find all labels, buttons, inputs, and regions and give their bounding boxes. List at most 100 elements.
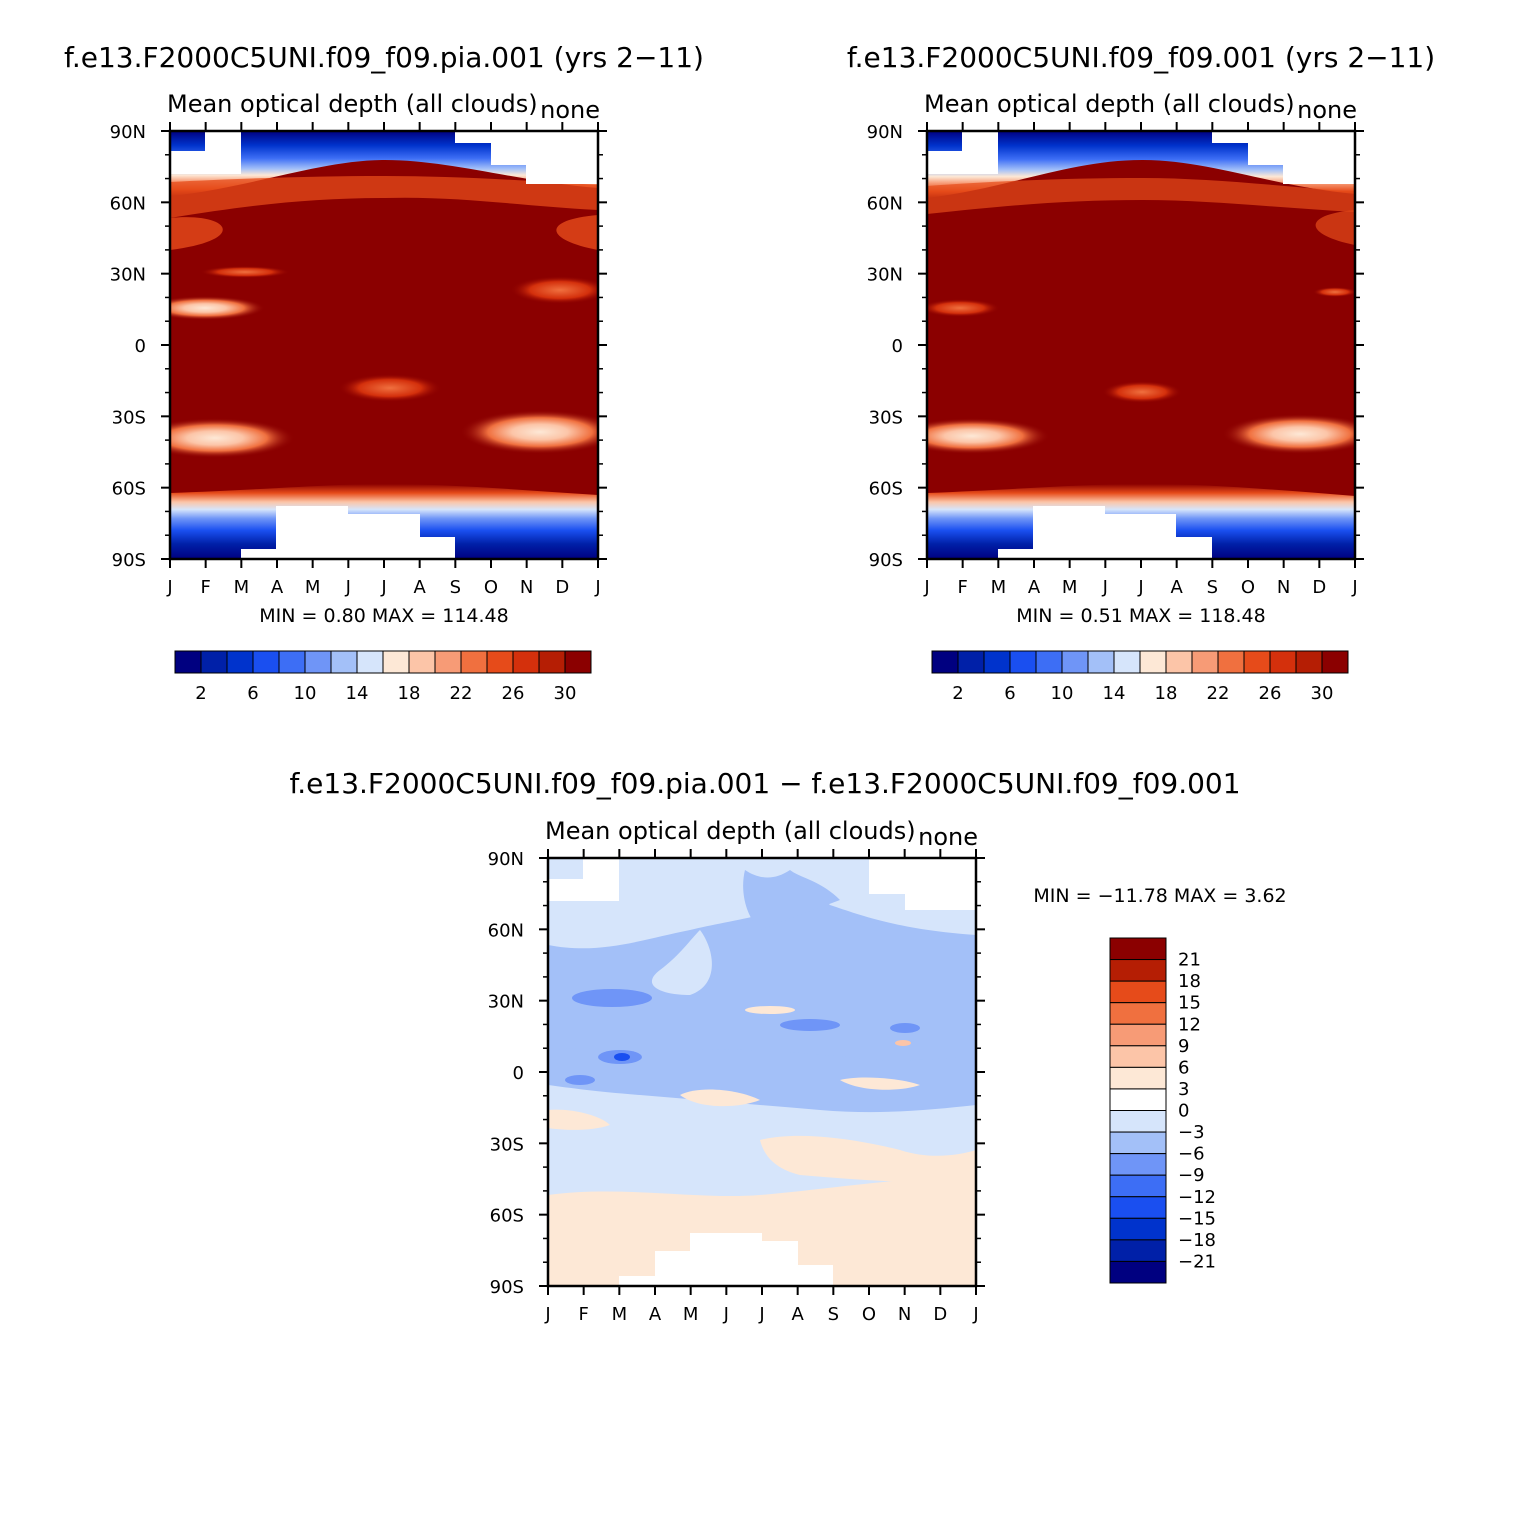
panel-a-colorbar-box <box>304 650 332 674</box>
panel-c-colorbar-box <box>1109 1110 1167 1133</box>
panel-c-colorbar-box <box>1109 980 1167 1004</box>
panel-a-colorbar-label: 2 <box>195 683 206 704</box>
panel-b-colorbar-box <box>1243 650 1271 674</box>
panel-a-x-tick-label: J <box>380 577 386 598</box>
panel-c-colorbar-box <box>1109 1174 1167 1198</box>
panel-b-y-tick-label: 30N <box>867 265 903 286</box>
panel-b-x-tick-label: J <box>1102 577 1108 598</box>
panel-a-colorbar-box <box>200 650 228 674</box>
panel-b-colorbar-box <box>1321 650 1349 674</box>
panel-c-colorbar-box <box>1109 1239 1167 1262</box>
panel-a-subtitle: Mean optical depth (all clouds) <box>167 90 538 118</box>
panel-b-colorbar-box <box>1295 650 1323 674</box>
panel-c-x-tick-label: J <box>544 1304 550 1325</box>
panel-b-colorbar-box <box>1269 650 1297 674</box>
panel-c-y-tick-label: 0 <box>513 1063 524 1084</box>
panel-a-x-tick-label: F <box>200 577 210 598</box>
panel-b-colorbar-label: 14 <box>1103 683 1126 704</box>
panel-a-y-tick-label: 30S <box>112 407 146 428</box>
panel-c-colorbar-label: −18 <box>1178 1230 1216 1251</box>
panel-b-y-tick-label: 60S <box>869 479 903 500</box>
panel-b-title: f.e13.F2000C5UNI.f09_f09.001 (yrs 2−11) <box>847 41 1435 74</box>
panel-a-colorbar: 2 6 10 14 18 22 26 30 <box>174 650 592 704</box>
panel-a-y-tick-label: 30N <box>110 265 146 286</box>
panel-c-x-tick-label: M <box>683 1304 699 1325</box>
panel-a-y-tick-label: 90N <box>110 122 146 143</box>
panel-c-colorbar-box <box>1109 959 1167 982</box>
panel-a-colorbar-box <box>278 650 306 674</box>
panel-c-x-tick-label: N <box>898 1304 911 1325</box>
panel-b-colorbar-label: 26 <box>1259 683 1282 704</box>
panel-b-y-tick-label: 0 <box>892 336 903 357</box>
panel-a-y-tick-label: 90S <box>112 550 146 571</box>
panel-b-x-tick-label: J <box>1137 577 1143 598</box>
panel-a-x-tick-label: M <box>234 577 250 598</box>
panel-c-x-tick-label: J <box>758 1304 764 1325</box>
panel-b-colorbar: 2 6 10 14 18 22 26 30 <box>931 650 1349 704</box>
panel-b-field <box>927 131 1355 559</box>
panel-a-colorbar-box <box>330 650 358 674</box>
panel-a-y-tick-label: 60N <box>110 193 146 214</box>
panel-a-x-tick-label: M <box>305 577 321 598</box>
panel-b-y-tick-label: 90N <box>867 122 903 143</box>
panel-b-colorbar-box <box>1061 650 1089 674</box>
panel-b-colorbar-box <box>1113 650 1141 674</box>
panel-c-colorbar-box <box>1109 1131 1167 1155</box>
panel-c-y-tick-label: 60S <box>490 1206 524 1227</box>
panel-c-y-tick-label: 30N <box>488 992 524 1013</box>
panel-c-x-tick-label: J <box>723 1304 729 1325</box>
panel-c-x-tick-label: O <box>862 1304 876 1325</box>
panel-c-x-tick-label: D <box>933 1304 947 1325</box>
panel-c-title: f.e13.F2000C5UNI.f09_f09.pia.001 − f.e13… <box>289 767 1240 800</box>
panel-a-x-tick-label: D <box>555 577 569 598</box>
panel-b-x-tick-label: A <box>1028 577 1041 598</box>
panel-b-colorbar-box <box>1217 650 1245 674</box>
panel-b-colorbar-box <box>1035 650 1063 674</box>
panel-b-x-tick-label: N <box>1277 577 1290 598</box>
panel-a-colorbar-label: 6 <box>247 683 258 704</box>
panel-a-colorbar-box <box>252 650 280 674</box>
panel-b-x-tick-label: F <box>957 577 967 598</box>
panel-b-colorbar-label: 30 <box>1311 683 1334 704</box>
panel-b-x-tick-label: D <box>1312 577 1326 598</box>
panel-c-y-tick-label: 30S <box>490 1134 524 1155</box>
panel-b-x-tick-label: A <box>1171 577 1184 598</box>
panel-b-colorbar-box <box>983 650 1011 674</box>
panel-a-colorbar-box <box>356 650 384 674</box>
panel-c-colorbar-label: 3 <box>1178 1079 1189 1100</box>
panel-c-colorbar-label: −12 <box>1178 1187 1216 1208</box>
panel-c-colorbar-box <box>1109 1088 1167 1111</box>
panel-b-y-tick-label: 90S <box>869 550 903 571</box>
panel-c-subtitle: Mean optical depth (all clouds) <box>545 817 916 845</box>
panel-c-x-tick-label: A <box>649 1304 662 1325</box>
panel-a-x-tick-label: O <box>484 577 498 598</box>
panel-b-x-tick-label: S <box>1207 577 1218 598</box>
panel-b-y-tick-label: 30S <box>869 407 903 428</box>
panel-b-colorbar-box <box>1087 650 1115 674</box>
panel-b-x-tick-label: J <box>923 577 929 598</box>
panel-a-colorbar-label: 30 <box>554 683 577 704</box>
panel-c-x-tick-label: F <box>578 1304 588 1325</box>
panel-b-x-tick-label: O <box>1241 577 1255 598</box>
panel-a-x-tick-label: A <box>271 577 284 598</box>
panel-a: f.e13.F2000C5UNI.f09_f09.pia.001 (yrs 2−… <box>64 41 704 704</box>
panel-a-colorbar-label: 22 <box>450 683 473 704</box>
panel-b-colorbar-box <box>957 650 985 674</box>
panel-b-colorbar-box <box>931 650 959 674</box>
panel-c-colorbar-box <box>1109 1217 1167 1241</box>
panel-b-units: none <box>1297 96 1357 124</box>
panel-a-title: f.e13.F2000C5UNI.f09_f09.pia.001 (yrs 2−… <box>64 41 704 74</box>
panel-b-x-tick-label: M <box>991 577 1007 598</box>
panel-c-colorbar-box <box>1109 1260 1167 1284</box>
panel-a-y-tick-label: 0 <box>135 336 146 357</box>
panel-a-x-tick-label: S <box>450 577 461 598</box>
panel-c-colorbar-box <box>1109 937 1167 961</box>
panel-a-field <box>170 131 598 559</box>
panel-a-colorbar-box <box>382 650 410 674</box>
panel-a-units: none <box>540 96 600 124</box>
panel-c: f.e13.F2000C5UNI.f09_f09.pia.001 − f.e13… <box>289 767 1286 1325</box>
panel-b-colorbar-box <box>1139 650 1167 674</box>
panel-c-colorbar-label: −6 <box>1178 1144 1205 1165</box>
